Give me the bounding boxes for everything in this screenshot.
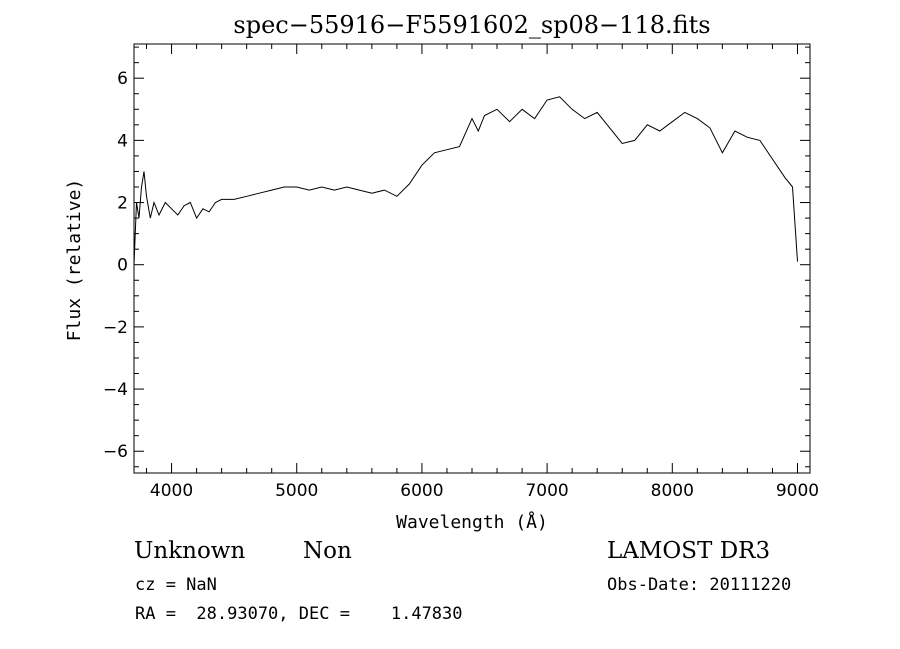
plot-area: 4000 5000 6000 7000 8000 9000 −6 −4 −2 0 2 4 6 [103,43,819,501]
obs-date-text: Obs-Date: 20111220 [607,575,792,595]
y-tick-label--2: −2 [103,318,128,338]
x-axis-label: Wavelength (Å) [396,511,548,533]
x-tick-label-7000: 7000 [525,481,568,501]
object-subclass: Non [303,538,352,564]
chart-title: spec−55916−F5591602_sp08−118.fits [233,11,710,39]
y-tick-label-4: 4 [117,131,128,151]
y-tick-label--6: −6 [103,442,128,462]
y-tick-label-2: 2 [117,194,128,214]
y-tick-label-0: 0 [117,256,128,276]
y-axis-label: Flux (relative) [64,179,85,342]
x-axis: 4000 5000 6000 7000 8000 9000 [146,44,819,501]
survey-label: LAMOST DR3 [607,538,771,564]
object-class: Unknown [134,538,246,564]
plot-frame [133,43,811,474]
x-tick-label-5000: 5000 [275,481,318,501]
redshift-text: cz = NaN [135,575,217,595]
coordinates-text: RA = 28.93070, DEC = 1.47830 [135,604,463,624]
x-tick-label-4000: 4000 [150,481,193,501]
x-tick-label-9000: 9000 [776,481,819,501]
flux-series-line [133,96,798,265]
x-tick-label-6000: 6000 [400,481,443,501]
x-tick-label-8000: 8000 [651,481,694,501]
y-tick-label--4: −4 [103,380,128,400]
y-axis: −6 −4 −2 0 2 4 6 [103,46,810,468]
y-tick-label-6: 6 [117,69,128,89]
